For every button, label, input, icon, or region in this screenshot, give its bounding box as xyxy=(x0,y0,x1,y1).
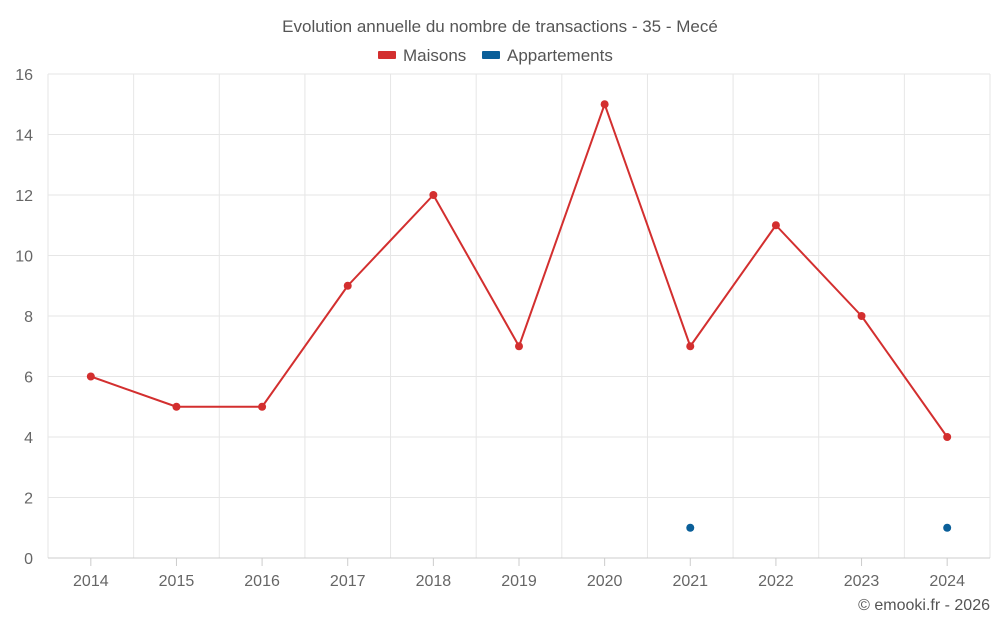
legend-label-maisons: Maisons xyxy=(403,46,466,65)
legend-label-appartements: Appartements xyxy=(507,46,613,65)
point-appartements-2024[interactable] xyxy=(943,523,952,532)
point-maisons-2017[interactable] xyxy=(343,281,352,290)
legend-item-maisons[interactable]: Maisons xyxy=(378,46,466,65)
legend: Maisons Appartements xyxy=(378,46,613,65)
point-maisons-2024[interactable] xyxy=(943,433,952,441)
legend-swatch-maisons xyxy=(378,51,396,59)
x-tick-label: 2023 xyxy=(844,573,880,590)
y-tick-label: 6 xyxy=(24,370,33,387)
point-maisons-2016[interactable] xyxy=(258,402,267,411)
y-tick-label: 16 xyxy=(15,67,33,84)
x-tick-label: 2021 xyxy=(672,573,708,590)
y-tick-label: 14 xyxy=(15,128,33,145)
x-tick-label: 2016 xyxy=(244,573,280,590)
point-appartements-2021[interactable] xyxy=(686,523,695,532)
legend-swatch-appartements xyxy=(482,51,500,59)
x-tick-label: 2024 xyxy=(929,573,965,590)
x-tick-label: 2020 xyxy=(587,573,623,590)
grid xyxy=(47,73,991,558)
y-tick-label: 0 xyxy=(24,551,33,568)
credit-text: © emooki.fr - 2026 xyxy=(858,597,990,614)
series-layer xyxy=(86,100,952,532)
point-maisons-2015[interactable] xyxy=(172,402,181,411)
y-tick-label: 8 xyxy=(24,309,33,326)
legend-item-appartements[interactable]: Appartements xyxy=(482,46,613,65)
y-tick-label: 4 xyxy=(24,430,33,447)
point-maisons-2021[interactable] xyxy=(686,342,695,351)
x-axis: 2014 2015 2016 2017 2018 2019 2020 2021 2022 2023… xyxy=(48,557,990,590)
x-tick-label: 2015 xyxy=(159,573,195,590)
point-maisons-2020[interactable] xyxy=(600,100,609,109)
x-tick-label: 2014 xyxy=(73,573,109,590)
y-tick-label: 12 xyxy=(15,188,33,205)
x-tick-label: 2017 xyxy=(330,573,366,590)
x-tick-label: 2019 xyxy=(501,573,537,590)
x-tick-label: 2018 xyxy=(416,573,452,590)
y-tick-label: 2 xyxy=(24,491,33,508)
point-maisons-2018[interactable] xyxy=(429,191,438,199)
point-maisons-2014[interactable] xyxy=(86,372,95,381)
point-maisons-2019[interactable] xyxy=(515,342,523,351)
x-tick-label: 2022 xyxy=(758,573,794,590)
y-axis: 0 2 4 6 8 10 12 14 16 xyxy=(15,67,33,568)
y-tick-label: 10 xyxy=(15,249,33,266)
chart-title: Evolution annuelle du nombre de transact… xyxy=(282,17,718,36)
point-maisons-2022[interactable] xyxy=(771,221,780,230)
point-maisons-2023[interactable] xyxy=(857,312,866,320)
